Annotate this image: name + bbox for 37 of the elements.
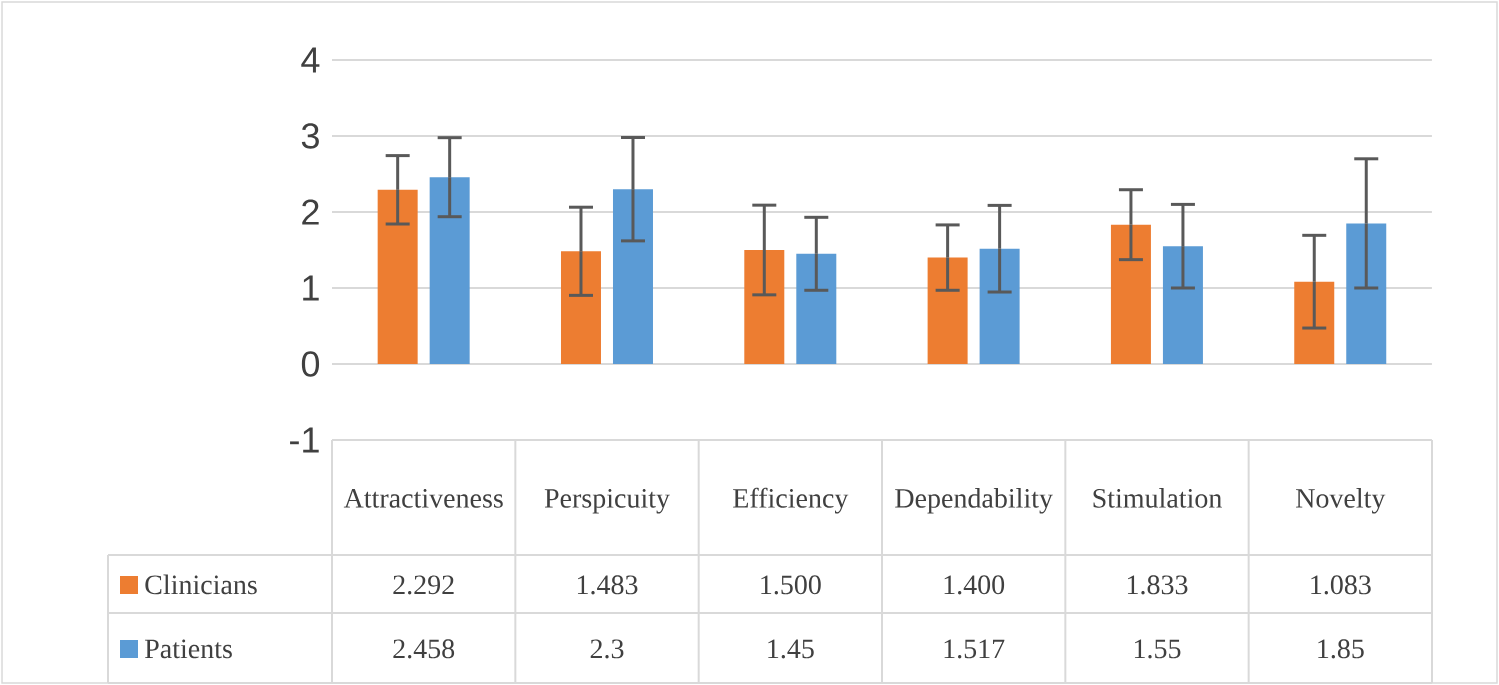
y-tick-label: -1 xyxy=(290,427,319,453)
data-label: 2.3 xyxy=(590,639,624,659)
bar xyxy=(927,257,968,364)
x-tick-label: Novelty xyxy=(1296,488,1386,514)
data-label: 1.083 xyxy=(1311,575,1371,595)
y-tick-label: 1 xyxy=(303,275,319,301)
data-label: 1.45 xyxy=(768,639,814,659)
x-tick-label: Efficiency xyxy=(733,487,849,514)
bar xyxy=(377,189,418,364)
y-tick-label: 0 xyxy=(301,351,320,377)
data-label: 1.500 xyxy=(761,575,821,595)
data-label: 1.833 xyxy=(1127,575,1188,595)
bar xyxy=(979,248,1020,364)
bar xyxy=(560,251,601,364)
data-label: 1.55 xyxy=(1134,639,1181,659)
bar xyxy=(796,253,837,364)
x-tick-label: Attractiveness xyxy=(343,488,503,508)
bar xyxy=(1346,223,1387,364)
data-label: 2.458 xyxy=(393,639,455,659)
x-tick-label: Dependability xyxy=(895,488,1053,514)
data-label: 1.400 xyxy=(944,575,1005,595)
bar xyxy=(1110,224,1151,364)
bar xyxy=(429,177,470,364)
legend-label: Patients xyxy=(145,639,232,659)
y-tick-label: 2 xyxy=(302,199,319,225)
data-label: 1.85 xyxy=(1318,639,1364,659)
bar xyxy=(1162,246,1203,364)
bar xyxy=(612,189,653,364)
x-tick-label: Perspicuity xyxy=(544,488,670,514)
legend-label: Clinicians xyxy=(145,574,257,595)
data-label: 1.483 xyxy=(577,575,638,595)
bar xyxy=(744,250,785,364)
x-tick-label: Stimulation xyxy=(1093,488,1222,508)
data-label: 1.517 xyxy=(944,639,1005,659)
data-label: 2.292 xyxy=(393,575,454,595)
y-tick-label: 4 xyxy=(301,47,320,73)
y-tick-label: 3 xyxy=(301,123,319,149)
